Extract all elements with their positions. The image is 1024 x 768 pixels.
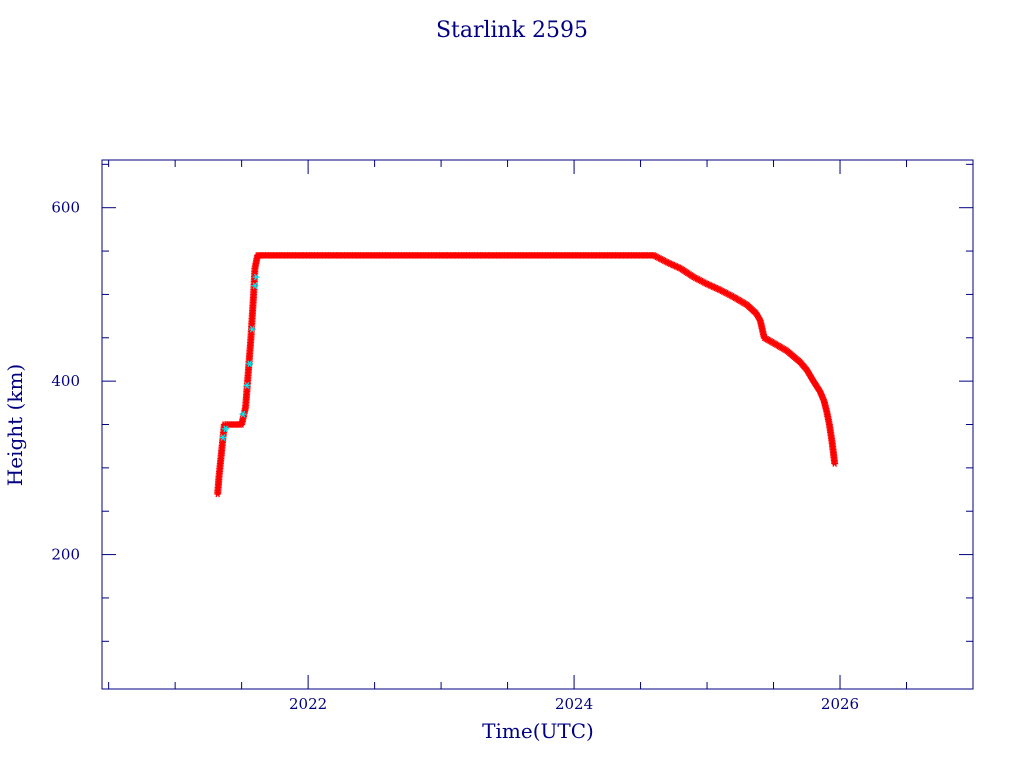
y-axis-ticks: 200 400 600 bbox=[51, 163, 973, 642]
y-tick-label: 400 bbox=[51, 372, 80, 390]
series-secondary-point bbox=[243, 382, 251, 389]
series-secondary-point bbox=[246, 360, 254, 368]
series-secondary-point bbox=[219, 434, 227, 441]
series-secondary-point bbox=[239, 410, 247, 418]
x-axis-ticks: 2022 2024 2026 bbox=[108, 160, 908, 713]
series-secondary-markers bbox=[219, 273, 260, 441]
series-layer bbox=[214, 252, 839, 498]
series-secondary-point bbox=[251, 282, 259, 290]
chart-title: Starlink 2595 bbox=[436, 18, 588, 43]
x-tick-label: 2022 bbox=[289, 695, 327, 713]
series-main-markers bbox=[214, 252, 839, 498]
y-axis-label: Height (km) bbox=[3, 364, 27, 486]
y-tick-label: 600 bbox=[51, 199, 80, 217]
x-axis-label: Time(UTC) bbox=[482, 719, 594, 743]
x-tick-label: 2026 bbox=[821, 695, 859, 713]
x-tick-label: 2024 bbox=[555, 695, 593, 713]
series-secondary-point bbox=[252, 273, 260, 281]
series-connector-line bbox=[217, 254, 836, 494]
series-secondary-point bbox=[248, 325, 256, 333]
y-tick-label: 200 bbox=[51, 546, 80, 564]
series-main-point bbox=[831, 460, 839, 467]
series-secondary-point bbox=[222, 425, 230, 433]
